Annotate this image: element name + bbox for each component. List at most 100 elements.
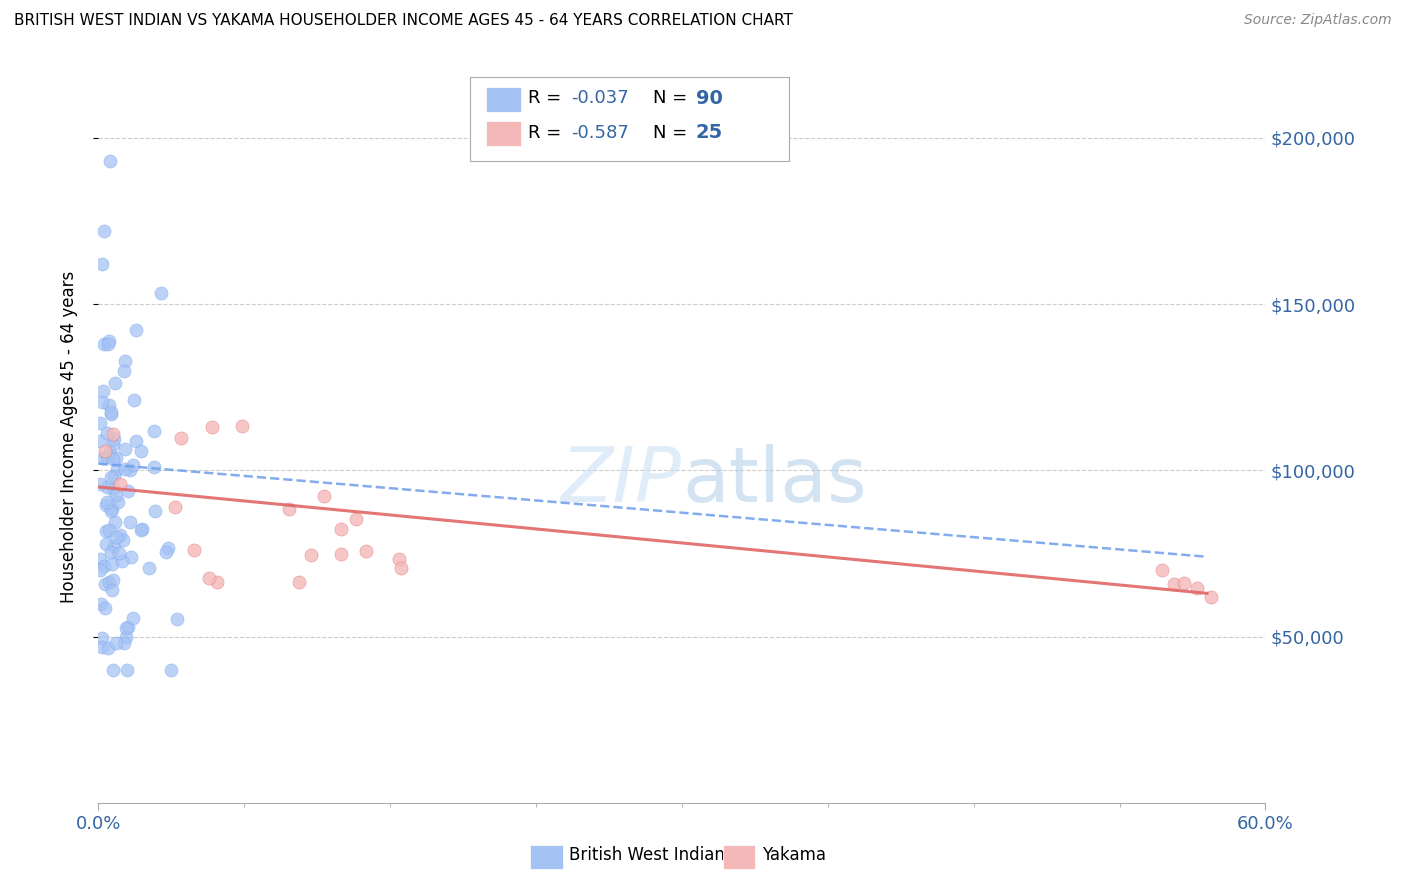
Text: 90: 90	[696, 89, 723, 108]
Text: -0.587: -0.587	[571, 124, 628, 142]
Point	[143, 503, 166, 517]
Point	[103, 573, 125, 587]
Point	[344, 512, 367, 526]
Point	[103, 432, 125, 446]
Point	[205, 574, 228, 589]
Text: N =: N =	[652, 89, 693, 107]
Point	[201, 420, 224, 434]
Point	[1173, 576, 1195, 591]
Point	[101, 557, 124, 571]
Point	[94, 524, 117, 539]
Point	[91, 384, 114, 399]
Point	[1199, 590, 1222, 604]
Point	[183, 543, 205, 558]
Point	[96, 495, 118, 509]
Point	[104, 451, 127, 466]
Point	[108, 546, 131, 560]
Point	[91, 451, 114, 466]
Text: R =: R =	[527, 124, 567, 142]
Point	[93, 559, 115, 574]
Text: ZIP: ZIP	[561, 444, 682, 518]
Text: 25: 25	[696, 123, 723, 143]
Point	[90, 597, 112, 611]
Point	[93, 336, 115, 351]
Point	[100, 503, 122, 517]
Point	[125, 434, 148, 449]
Point	[112, 636, 135, 650]
Point	[98, 154, 121, 169]
Point	[114, 354, 136, 368]
Point	[90, 640, 112, 654]
Point	[97, 641, 120, 656]
Point	[143, 460, 166, 475]
FancyBboxPatch shape	[470, 78, 789, 161]
Text: Yakama: Yakama	[762, 847, 827, 864]
Point	[170, 431, 193, 445]
Point	[155, 544, 177, 558]
Point	[101, 583, 124, 598]
Point	[101, 663, 124, 677]
Point	[149, 286, 172, 301]
Point	[117, 484, 139, 499]
Text: British West Indians: British West Indians	[568, 847, 734, 864]
Y-axis label: Householder Income Ages 45 - 64 years: Householder Income Ages 45 - 64 years	[59, 271, 77, 603]
Point	[101, 482, 124, 496]
Point	[104, 376, 127, 390]
Point	[107, 494, 129, 508]
Point	[138, 561, 160, 575]
Point	[288, 574, 311, 589]
Text: BRITISH WEST INDIAN VS YAKAMA HOUSEHOLDER INCOME AGES 45 - 64 YEARS CORRELATION : BRITISH WEST INDIAN VS YAKAMA HOUSEHOLDE…	[14, 13, 793, 29]
Point	[122, 392, 145, 407]
Point	[329, 547, 352, 561]
Point	[278, 502, 301, 516]
Point	[101, 427, 124, 442]
Point	[111, 554, 134, 568]
Point	[97, 334, 120, 348]
Point	[104, 515, 127, 529]
Bar	[530, 846, 562, 869]
Text: -0.037: -0.037	[571, 89, 628, 107]
Point	[110, 477, 132, 491]
Point	[98, 445, 121, 459]
Point	[122, 458, 145, 473]
Point	[100, 470, 122, 484]
Point	[231, 419, 253, 434]
Point	[89, 416, 111, 430]
Point	[388, 552, 411, 566]
Point	[101, 437, 124, 451]
Point	[96, 479, 118, 493]
Point	[96, 450, 118, 465]
Point	[97, 337, 120, 351]
Point	[105, 461, 128, 475]
Point	[330, 522, 353, 536]
Point	[90, 395, 112, 409]
Point	[103, 468, 125, 483]
Point	[118, 515, 141, 529]
Point	[101, 452, 124, 467]
Point	[114, 630, 136, 644]
Point	[120, 549, 142, 564]
Point	[93, 224, 115, 238]
Point	[101, 501, 124, 516]
Point	[118, 463, 141, 477]
Point	[198, 571, 221, 585]
Point	[299, 548, 322, 562]
Point	[112, 364, 135, 378]
Point	[117, 663, 139, 677]
Point	[94, 536, 117, 550]
Point	[104, 636, 127, 650]
Point	[124, 323, 146, 337]
Point	[96, 498, 118, 512]
Point	[131, 523, 153, 537]
Point	[108, 528, 131, 542]
Point	[100, 407, 122, 421]
Point	[114, 442, 136, 457]
Point	[89, 477, 111, 491]
Point	[112, 533, 135, 547]
Point	[100, 545, 122, 559]
Point	[166, 612, 188, 626]
Point	[131, 522, 153, 536]
Point	[1163, 577, 1185, 591]
Point	[98, 398, 121, 412]
Point	[1152, 563, 1174, 577]
